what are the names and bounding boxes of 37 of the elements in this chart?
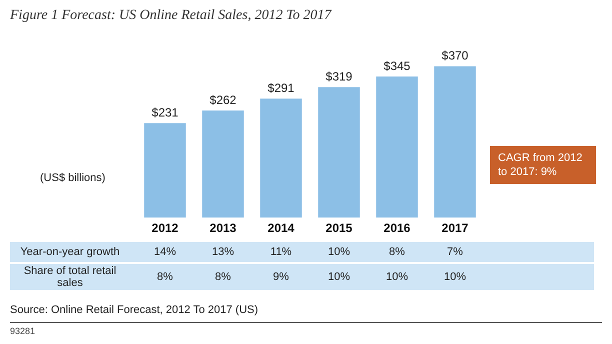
text: 10% <box>442 271 468 283</box>
text: 14% <box>152 246 178 258</box>
text: Share of total retail sales <box>22 265 118 289</box>
text: 8% <box>214 271 232 283</box>
bar <box>260 98 302 218</box>
text: 10% <box>326 246 352 258</box>
bar <box>434 66 476 218</box>
bar <box>144 123 186 218</box>
text: CAGR from 2012 to 2017: 9% <box>490 146 596 184</box>
source-note: Source: Online Retail Forecast, 2012 To 2017 (US) <box>10 304 258 316</box>
text: 11% <box>269 246 293 258</box>
bar <box>202 110 244 218</box>
x-tick-label: 2017 <box>442 221 469 236</box>
text: 8% <box>156 271 174 283</box>
text: 7% <box>446 246 464 258</box>
text: 93281 <box>10 326 36 336</box>
data-label: $370 <box>442 48 469 63</box>
data-label: $319 <box>326 69 353 84</box>
text: 10% <box>326 271 352 283</box>
y-axis-title: (US$ billions) <box>40 172 106 184</box>
data-label: $291 <box>268 80 295 95</box>
bar <box>376 76 418 218</box>
bar <box>318 87 360 218</box>
chart-title: Figure 1 Forecast: US Online Retail Sales, 2012 To 2017 <box>10 8 332 24</box>
text: 9% <box>272 271 290 283</box>
text: Year-on-year growth <box>19 246 121 258</box>
text: 13% <box>210 246 236 258</box>
x-tick-label: 2016 <box>384 221 411 236</box>
data-label: $262 <box>210 92 237 107</box>
data-label: $231 <box>152 105 179 120</box>
x-tick-label: 2013 <box>210 221 237 236</box>
text: 8% <box>388 246 406 258</box>
x-tick-label: 2012 <box>152 221 179 236</box>
data-label: $345 <box>384 58 411 73</box>
x-tick-label: 2015 <box>326 221 353 236</box>
x-tick-label: 2014 <box>268 221 295 236</box>
text: 10% <box>384 271 410 283</box>
